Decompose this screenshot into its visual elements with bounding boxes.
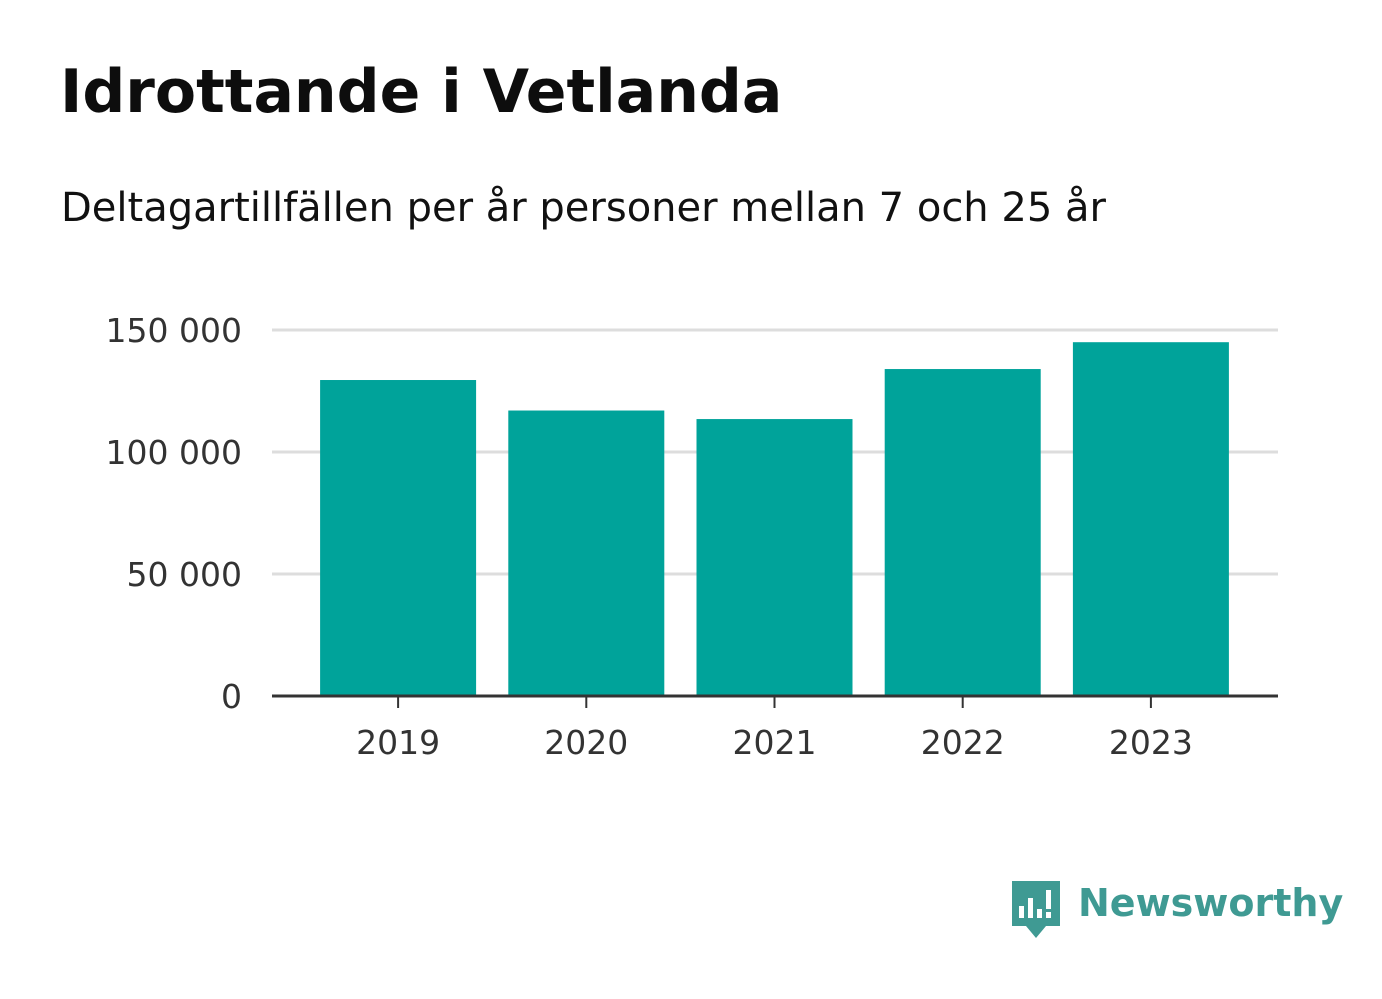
newsworthy-logo: Newsworthy bbox=[1010, 878, 1343, 940]
y-tick-label: 0 bbox=[221, 677, 242, 716]
y-tick-label: 50 000 bbox=[127, 555, 242, 594]
x-tick-label: 2020 bbox=[544, 723, 628, 762]
bar-2023 bbox=[1072, 342, 1229, 696]
x-tick-label: 2021 bbox=[733, 723, 817, 762]
bar-2019 bbox=[320, 380, 477, 696]
x-tick-label: 2019 bbox=[356, 723, 440, 762]
logo-text: Newsworthy bbox=[1078, 881, 1344, 925]
chart-title: Idrottande i Vetlanda bbox=[60, 57, 783, 127]
y-tick-label: 150 000 bbox=[106, 311, 242, 350]
y-tick-label: 100 000 bbox=[106, 433, 242, 472]
newsworthy-logo-icon bbox=[1012, 881, 1060, 938]
x-tick-label: 2023 bbox=[1109, 723, 1193, 762]
bar-2022 bbox=[884, 369, 1041, 696]
x-tick-label: 2022 bbox=[921, 723, 1005, 762]
axes: 0 50 000 100 000 150 000 2019 2020 2021 2022 202… bbox=[106, 311, 1278, 762]
bar-2020 bbox=[508, 410, 665, 696]
chart-subtitle: Deltagartillfällen per år personer mella… bbox=[61, 185, 1106, 231]
bars bbox=[320, 342, 1229, 696]
bar-2021 bbox=[696, 419, 853, 696]
